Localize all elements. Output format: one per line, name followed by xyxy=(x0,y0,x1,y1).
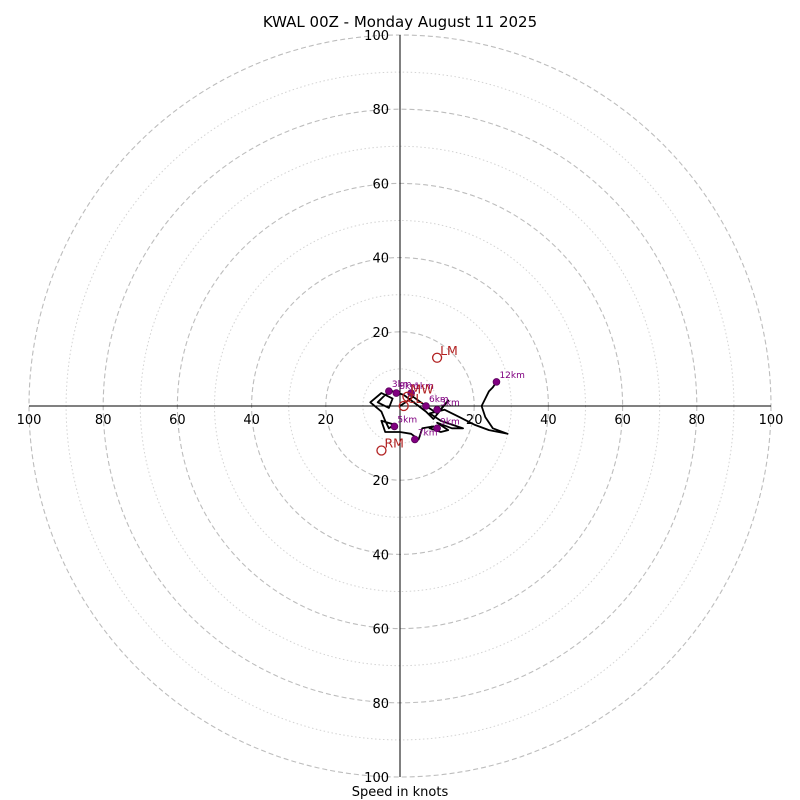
y-tick-labels: 100 80 60 40 20 20 40 60 80 100 xyxy=(364,29,389,786)
storm-motion-dot xyxy=(431,352,443,363)
y-tick-label: 80 xyxy=(372,697,389,712)
height-marker-7km: 7km xyxy=(411,428,438,444)
height-marker-9km: 9km xyxy=(433,417,460,433)
height-marker-dot xyxy=(422,402,430,410)
height-marker-dot xyxy=(390,422,399,431)
y-tick-label: 40 xyxy=(372,252,389,267)
height-marker-label: 12km xyxy=(499,371,524,381)
x-tick-label: 20 xyxy=(318,413,335,428)
x-tick-label: 20 xyxy=(466,413,483,428)
x-tick-label: 60 xyxy=(614,413,631,428)
height-marker-dot xyxy=(433,424,441,433)
x-tick-label: 80 xyxy=(95,413,112,428)
height-marker-5km: 5km xyxy=(390,415,417,431)
height-marker-label: 8km xyxy=(399,382,419,392)
y-tick-label: 100 xyxy=(364,29,389,44)
x-tick-label: 40 xyxy=(243,413,260,428)
height-marker-3km: 3km xyxy=(433,399,460,414)
height-marker-label: 9km xyxy=(440,417,460,427)
height-marker-label: 7km xyxy=(418,428,438,438)
x-tick-label: 80 xyxy=(689,413,706,428)
height-marker-6km: 6km xyxy=(422,395,449,410)
y-tick-label: 80 xyxy=(372,103,389,118)
x-tick-labels: 100 80 60 40 20 20 40 60 80 100 xyxy=(17,413,784,428)
height-marker-dot xyxy=(411,435,419,444)
height-marker-12km: 12km xyxy=(492,371,525,386)
y-tick-label: 100 xyxy=(364,771,389,786)
height-marker-label: 3km xyxy=(440,399,460,409)
x-tick-label: 100 xyxy=(759,413,784,428)
y-tick-label: 20 xyxy=(372,474,389,489)
storm-motion-label: RM xyxy=(384,436,403,451)
storm-motion-label: LM xyxy=(440,343,458,358)
wind-profile-line xyxy=(369,381,509,441)
height-marker-dot xyxy=(433,405,441,414)
height-marker-label: 6km xyxy=(429,395,449,405)
chart-title: KWAL 00Z - Monday August 11 2025 xyxy=(263,13,537,31)
storm-motion-dot xyxy=(398,400,409,412)
storm-motion-dot xyxy=(376,445,387,456)
y-tick-label: 40 xyxy=(372,548,389,563)
storm-motion-label: MW xyxy=(410,382,433,397)
x-tick-label: 40 xyxy=(540,413,557,428)
storm-motion-cl: CL xyxy=(398,391,423,412)
height-marker-dot xyxy=(407,389,415,397)
height-marker-label: 5km xyxy=(397,415,417,425)
y-tick-label: 60 xyxy=(372,623,389,638)
height-marker-dot xyxy=(385,387,393,395)
storm-motion-rm: RM xyxy=(376,436,404,456)
height-marker-dot xyxy=(392,389,401,397)
height-marker-dot xyxy=(492,378,501,386)
height-marker-label: 1km xyxy=(414,382,434,392)
storm-motion-mw: MW xyxy=(402,382,434,402)
storm-motion-label: CL xyxy=(407,391,423,406)
x-tick-label: 60 xyxy=(169,413,186,428)
height-marker-3km: 3km xyxy=(385,380,412,395)
storm-motion-dot xyxy=(402,391,413,402)
height-marker-8km: 8km xyxy=(392,382,419,397)
storm-motion-lm: LM xyxy=(431,343,458,363)
y-tick-label: 60 xyxy=(372,177,389,192)
x-tick-label: 100 xyxy=(17,413,42,428)
y-tick-label: 20 xyxy=(372,326,389,341)
x-axis-label: Speed in knots xyxy=(352,785,449,800)
height-marker-1km: 1km xyxy=(407,382,434,397)
height-marker-label: 3km xyxy=(392,380,412,390)
